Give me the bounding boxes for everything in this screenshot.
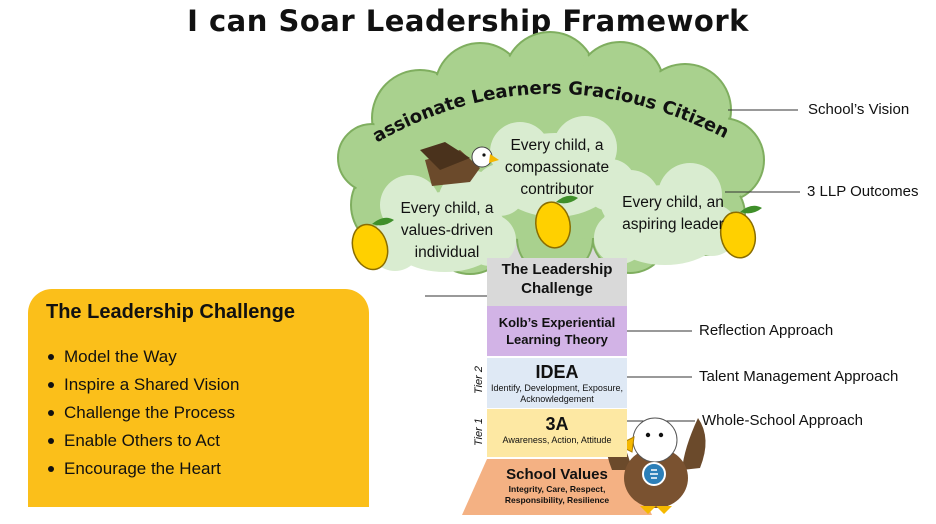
school-values-base [462, 459, 652, 515]
callout-whole-school: Whole-School Approach [702, 412, 863, 429]
outcome-cloud-middle [474, 116, 636, 217]
tier-idea-sub: Identify, Development, Exposure, Acknowl… [491, 383, 623, 404]
outcome-cloud-right [594, 163, 738, 265]
school-values-title: School Values [506, 466, 608, 483]
tier-idea: IDEA Identify, Development, Exposure, Ac… [487, 358, 627, 408]
mango-icon [351, 217, 394, 271]
tier-kolb-label: Kolb’s Experiential Learning Theory [498, 315, 616, 347]
tier-3a: 3A Awareness, Action, Attitude [487, 409, 627, 457]
outcome-cloud-left [369, 170, 516, 272]
tier-leadership-challenge-label: The Leadership Challenge [501, 261, 613, 297]
list-item: Encourage the Heart [46, 455, 239, 483]
panel-list: Model the Way Inspire a Shared Vision Ch… [46, 343, 239, 483]
outcome-compassionate-contributor: Every child, a compassionate contributor [504, 137, 610, 198]
list-item: Model the Way [46, 343, 239, 371]
mango-icon [535, 195, 578, 249]
tier-school-values: School Values Integrity, Care, Respect, … [490, 466, 624, 506]
callout-reflection-approach: Reflection Approach [699, 322, 834, 339]
eagle-icon [420, 142, 499, 186]
tier-1-label: Tier 1 [473, 417, 485, 447]
callout-schools-vision: School’s Vision [808, 101, 910, 118]
school-values-sub: Integrity, Care, Respect, Responsibility… [504, 484, 610, 505]
page-title: I can Soar Leadership Framework [187, 4, 749, 38]
tier-2-label: Tier 2 [473, 365, 485, 395]
eagle-mascot-icon [606, 417, 706, 514]
outcome-aspiring-leader: Every child, an aspiring leader [622, 194, 724, 233]
callout-llp-outcomes: 3 LLP Outcomes [807, 183, 919, 200]
tier-3a-title: 3A [545, 414, 569, 434]
panel-title: The Leadership Challenge [46, 301, 295, 323]
tier-leadership-challenge: The Leadership Challenge [487, 258, 627, 306]
callout-talent-management: Talent Management Approach [699, 368, 899, 385]
mango-icon [719, 205, 762, 259]
tier-kolb: Kolb’s Experiential Learning Theory [487, 306, 627, 356]
list-item: Enable Others to Act [46, 427, 239, 455]
outcome-values-driven-individual: Every child, a values-driven individual [400, 200, 494, 261]
list-item: Challenge the Process [46, 399, 239, 427]
tier-3a-sub: Awareness, Action, Attitude [502, 435, 612, 445]
list-item: Inspire a Shared Vision [46, 371, 239, 399]
tier-idea-title: IDEA [535, 362, 579, 382]
leadership-challenge-panel: The Leadership Challenge Model the Way I… [28, 289, 369, 507]
